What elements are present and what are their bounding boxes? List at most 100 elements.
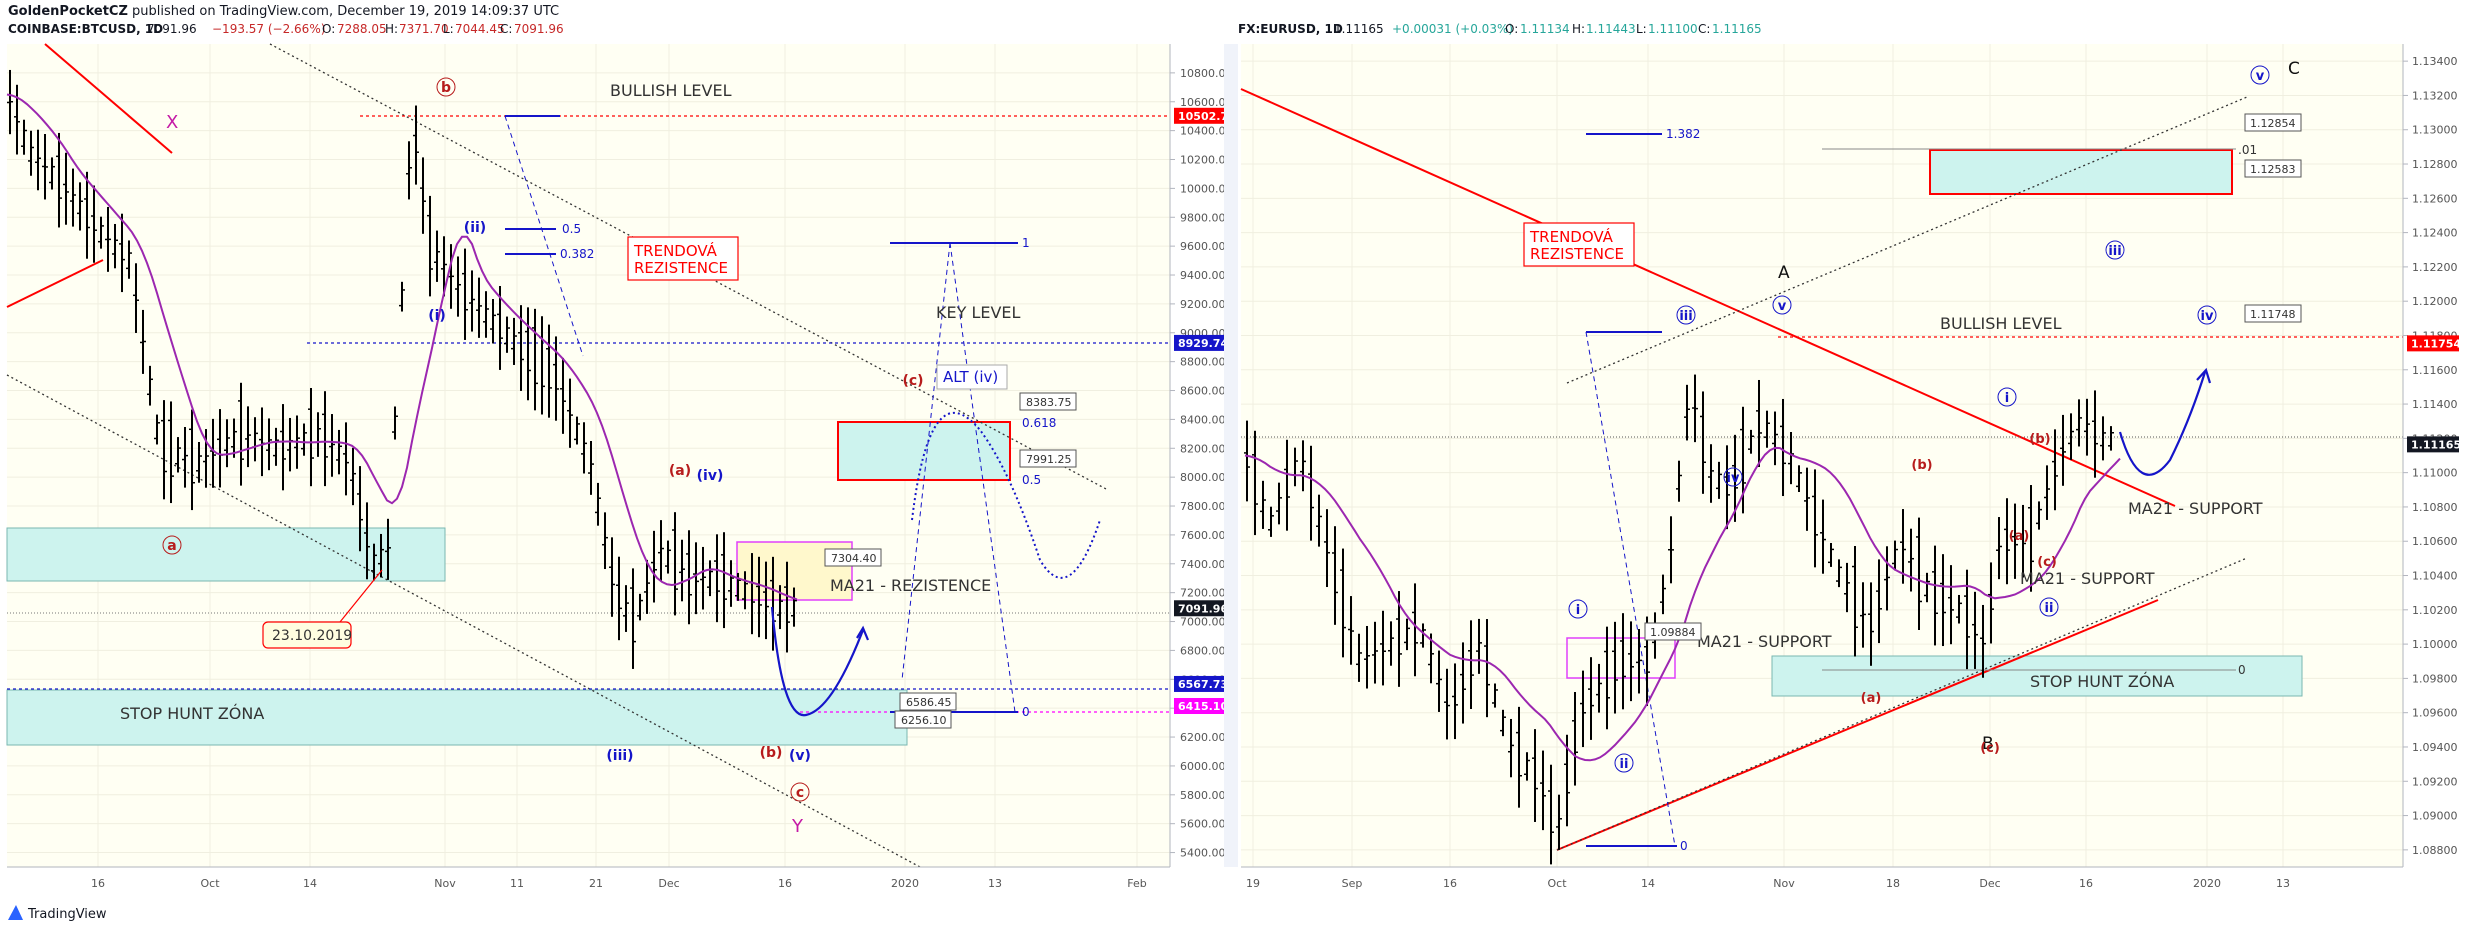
right-y-tick-label: 1.09000 (2412, 810, 2458, 823)
tradingview-logo-text: TradingView (27, 907, 107, 922)
right-y-axis: 1.13400 1.13200 1.13000 1.12800 1.12600 1.124… (2403, 55, 2458, 857)
right-y-tick-label: 1.13400 (2412, 55, 2458, 68)
left-wave-label: c (796, 785, 804, 801)
left-fib-diag-3 (901, 242, 951, 681)
left-y-tick-label: 5400.00 (1180, 847, 1226, 860)
right-callout (1644, 622, 1702, 641)
right-stop-hunt-zone (1771, 655, 2303, 697)
left-trend-label-1: TRENDOVÁ (633, 241, 718, 260)
left-wave-label: a (167, 538, 176, 554)
publisher-line: GoldenPocketCZ published on TradingView.… (8, 4, 559, 19)
left-wave-label: (a) (669, 463, 691, 479)
right-ma-support-mid: MA21 - SUPPORT (2020, 569, 2155, 588)
right-red-support (1556, 599, 2159, 851)
left-callouts: 8383.75 7991.25 7304.40 6586.45 6256.10 (824, 392, 1077, 729)
left-ma-label: MA21 - REZISTENCE (830, 576, 991, 595)
left-y-axis: 10800.00 10600.00 10400.00 10200.00 10000.00… (1170, 67, 1233, 860)
left-x-tick-label: Oct (200, 877, 220, 890)
left-price: 7091.96 (147, 22, 197, 36)
right-trend-box (1523, 222, 1635, 267)
right-callout (2244, 113, 2302, 132)
right-y-tick-label: 1.12400 (2412, 227, 2458, 240)
right-wave-circle (1676, 305, 1696, 325)
right-wave-circle (1614, 753, 1634, 773)
right-y-tick-label: 1.10400 (2412, 570, 2458, 583)
left-target-box (837, 421, 1011, 481)
right-wave-circle (1997, 387, 2017, 407)
tradingview-logo-icon (8, 905, 23, 920)
left-candles (7, 69, 797, 669)
left-grid (7, 44, 1170, 867)
left-wave-label: (v) (789, 748, 811, 764)
right-price-tag (2407, 335, 2459, 352)
right-wave-circle (1568, 599, 1588, 619)
left-price-tag-label: 6415.10 (1178, 700, 1228, 713)
left-callout-label: 7991.25 (1026, 453, 1072, 466)
right-trend-label-2: REZISTENCE (1530, 245, 1624, 263)
left-y-tick-label: 8600.00 (1180, 385, 1226, 398)
panel-divider[interactable] (1224, 44, 1238, 867)
left-y-tick-label: 8800.00 (1180, 356, 1226, 369)
right-callouts: 1.12854 1.12583 1.11748 1.09884 (1644, 113, 2302, 641)
right-wave-label: ii (1620, 757, 1629, 772)
left-price-tags: 10502.76 8929.74 7091.96 6567.73 6415.10 (1174, 107, 1236, 714)
right-fib-diag (1585, 331, 1676, 847)
right-price-tag (2407, 436, 2459, 453)
left-x-tick-label: 11 (510, 877, 524, 890)
right-wave-circle (1723, 467, 1743, 487)
left-wave-label: (iv) (697, 468, 724, 484)
left-price-tag (1174, 697, 1226, 714)
right-wave-label: (b) (1911, 458, 1932, 473)
right-callout-label: 1.09884 (1650, 626, 1696, 639)
left-wave-circle (162, 535, 182, 555)
left-price-tag (1174, 107, 1226, 124)
right-symbol: FX:EURUSD, 1D (1238, 22, 1343, 36)
right-x-tick-label: 18 (1886, 877, 1900, 890)
left-y-tick-label: 10800.00 (1180, 67, 1233, 80)
right-price: 1.11165 (1334, 22, 1384, 36)
right-wave-label: (c) (1980, 741, 2000, 756)
svg-text:L:: L: (1636, 22, 1647, 36)
right-projection (2118, 371, 2207, 476)
left-wave-labels: b a (ii) (i) (iii) (iv) (a) (c) (b) (v) c (162, 77, 924, 802)
right-wave-circle (1772, 295, 1792, 315)
right-wave-circle (2197, 305, 2217, 325)
right-low: 1.11100 (1648, 22, 1698, 36)
right-y-tick-label: 1.09200 (2412, 775, 2458, 788)
left-trend-box (627, 236, 739, 281)
right-x-tick-label: 13 (2276, 877, 2290, 890)
right-wave-label: v (2256, 69, 2265, 84)
left-y-tick-label: 8000.00 (1180, 471, 1226, 484)
left-stop-hunt-zone (6, 689, 908, 746)
tradingview-logo[interactable]: TradingView (8, 905, 107, 922)
left-price-tag-label: 8929.74 (1178, 337, 1228, 350)
left-x-tick-label: 21 (589, 877, 603, 890)
publisher-text: published on TradingView.com, December 1… (127, 4, 560, 19)
left-y-tick-label: 10000.00 (1180, 182, 1233, 195)
left-callout-label: 6586.45 (906, 696, 952, 709)
right-y-tick-label: 1.12000 (2412, 295, 2458, 308)
left-x-tick-label: Nov (434, 877, 456, 890)
left-high: 7371.70 (399, 22, 449, 36)
left-stop-label: STOP HUNT ZÓNA (120, 704, 264, 723)
left-key-label: KEY LEVEL (936, 303, 1021, 322)
left-x-tick-label: 2020 (891, 877, 919, 890)
right-ma-support-top: MA21 - SUPPORT (2128, 499, 2263, 518)
right-target-box (1929, 149, 2233, 195)
left-y-tick-label: 9400.00 (1180, 269, 1226, 282)
right-stop-label: STOP HUNT ZÓNA (2030, 672, 2174, 691)
right-fib-01: .01 (2238, 143, 2257, 157)
svg-text:C:: C: (1698, 22, 1710, 36)
right-wave-circle (2105, 240, 2125, 260)
right-y-tick-label: 1.10800 (2412, 501, 2458, 514)
right-wave-label: iv (1727, 471, 1740, 486)
left-x-label: X (166, 112, 178, 133)
left-price-tag (1174, 600, 1226, 617)
right-callout-label: 1.11748 (2250, 308, 2296, 321)
left-fib-0: 0 (1022, 705, 1030, 719)
left-wave-label: (c) (902, 373, 923, 389)
left-open: 7288.05 (337, 22, 387, 36)
left-wave-label: (b) (760, 745, 783, 761)
svg-text:O:: O: (322, 22, 335, 36)
right-callout-label: 1.12583 (2250, 163, 2296, 176)
